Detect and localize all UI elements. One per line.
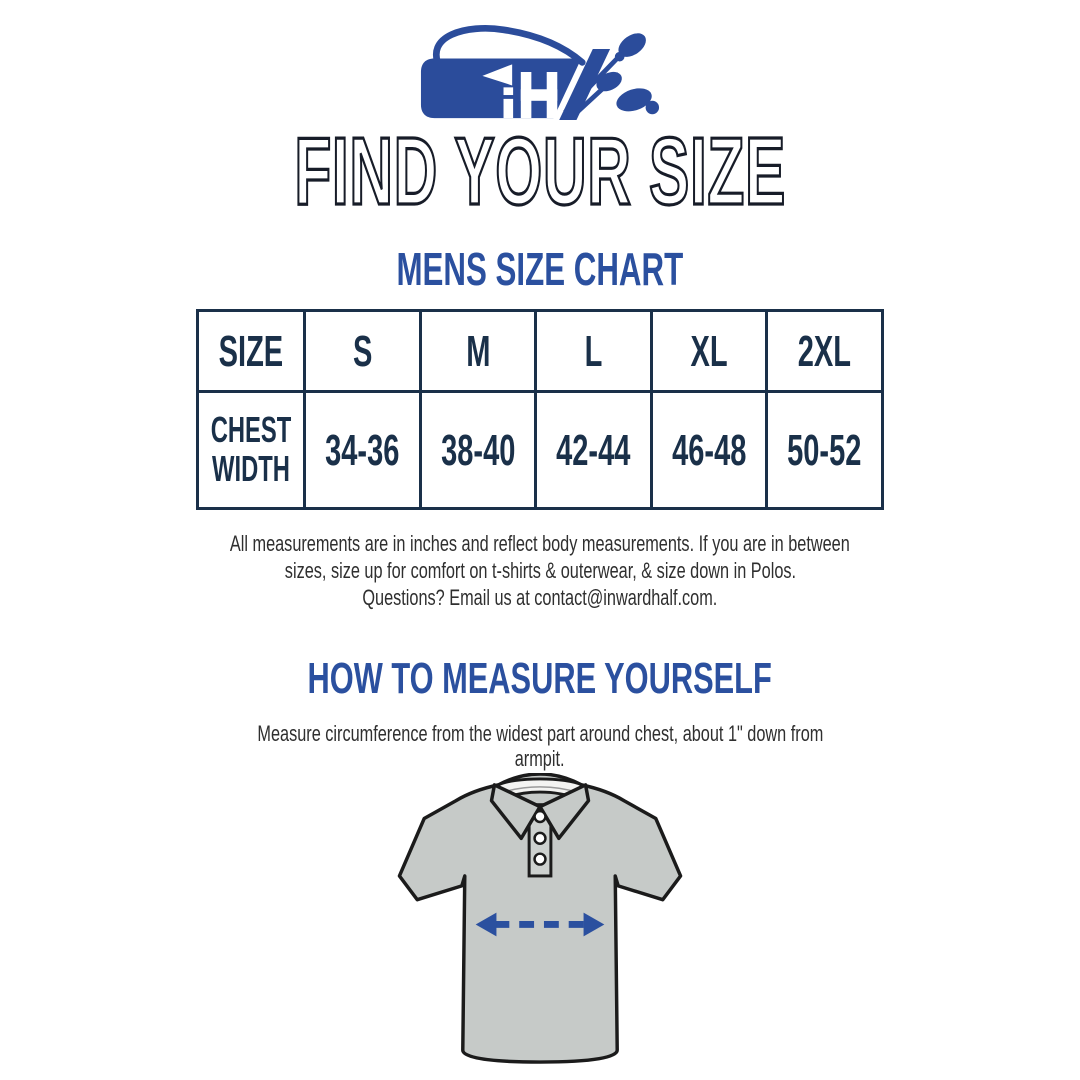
note-line-contact-email: Questions? Email us at contact@inwardhal…	[362, 585, 718, 611]
size-table: SIZE S M L XL 2XL CHEST WIDTH 34-36 38-4…	[196, 309, 884, 511]
chest-width-s: 34-36	[303, 390, 419, 508]
how-to-measure-heading: HOW TO MEASURE YOURSELF	[307, 654, 773, 704]
measure-instruction: Measure circumference from the widest pa…	[158, 721, 923, 771]
mens-size-chart-heading: MENS SIZE CHART	[396, 243, 684, 296]
row-label-chest-width: CHEST WIDTH	[199, 390, 303, 507]
chest-width-2xl: 50-52	[765, 390, 881, 508]
col-header-2xl: 2XL	[765, 312, 881, 391]
instruction-line: armpit.	[515, 746, 565, 772]
ih-monogram	[482, 64, 558, 119]
golf-bag-icon	[420, 24, 660, 120]
page-title-text: FIND YOUR SIZE	[293, 118, 786, 225]
note-line: All measurements are in inches and refle…	[230, 531, 850, 557]
brand-logo	[414, 24, 666, 120]
chest-width-xl: 46-48	[649, 390, 766, 508]
chest-width-l: 42-44	[534, 390, 650, 508]
page-title: FIND YOUR SIZE	[150, 118, 930, 225]
col-header-l: L	[534, 312, 650, 391]
button	[533, 831, 547, 846]
button	[533, 852, 547, 867]
instruction-line: Measure circumference from the widest pa…	[257, 721, 823, 747]
polo-shirt-icon	[397, 772, 683, 1065]
col-header-xl: XL	[649, 312, 766, 391]
chest-width-arrow-icon	[475, 912, 605, 937]
button	[533, 810, 547, 824]
col-header-size: SIZE	[218, 326, 284, 376]
col-header-s: S	[303, 312, 419, 391]
polo-shirt-illustration	[395, 772, 685, 1072]
measurement-note: All measurements are in inches and refle…	[121, 530, 959, 611]
note-line: sizes, size up for comfort on t-shirts &…	[284, 558, 796, 584]
chest-width-m: 38-40	[418, 390, 535, 508]
col-header-m: M	[418, 312, 535, 391]
